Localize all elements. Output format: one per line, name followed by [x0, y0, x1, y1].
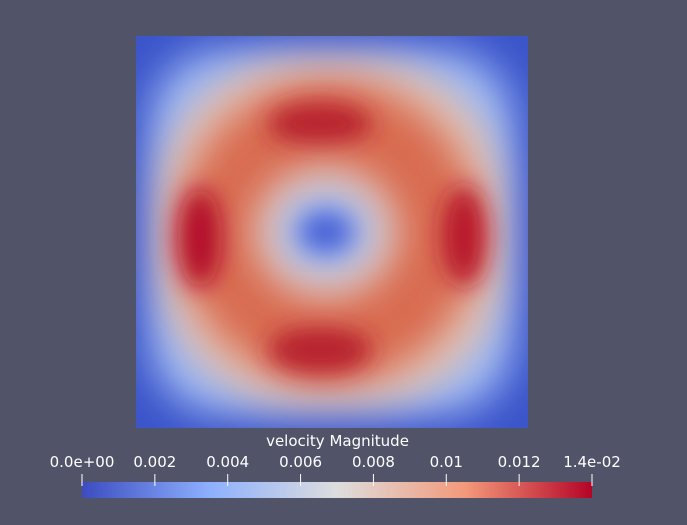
colorbar-tick-label: 0.004: [206, 453, 249, 471]
colorbar-tick-label: 0.0e+00: [50, 453, 115, 471]
colorbar-tick-label: 0.006: [279, 453, 322, 471]
velocity-magnitude-field: [136, 36, 528, 428]
colorbar-tick-label: 0.01: [430, 453, 463, 471]
colorbar-tick-label: 0.008: [352, 453, 395, 471]
colorbar: 0.0e+00 0.002 0.004 0.006 0.008 0.01 0.012 1.4e…: [50, 453, 621, 498]
colorbar-tick-label: 0.012: [498, 453, 541, 471]
colorbar-gradient: [82, 482, 592, 498]
colorbar-title: velocity Magnitude: [266, 432, 409, 450]
colorbar-tick-label: 0.002: [133, 453, 176, 471]
colorbar-ticks: 0.0e+00 0.002 0.004 0.006 0.008 0.01 0.012 1.4e…: [50, 453, 621, 486]
colorbar-tick-label: 1.4e-02: [563, 453, 621, 471]
